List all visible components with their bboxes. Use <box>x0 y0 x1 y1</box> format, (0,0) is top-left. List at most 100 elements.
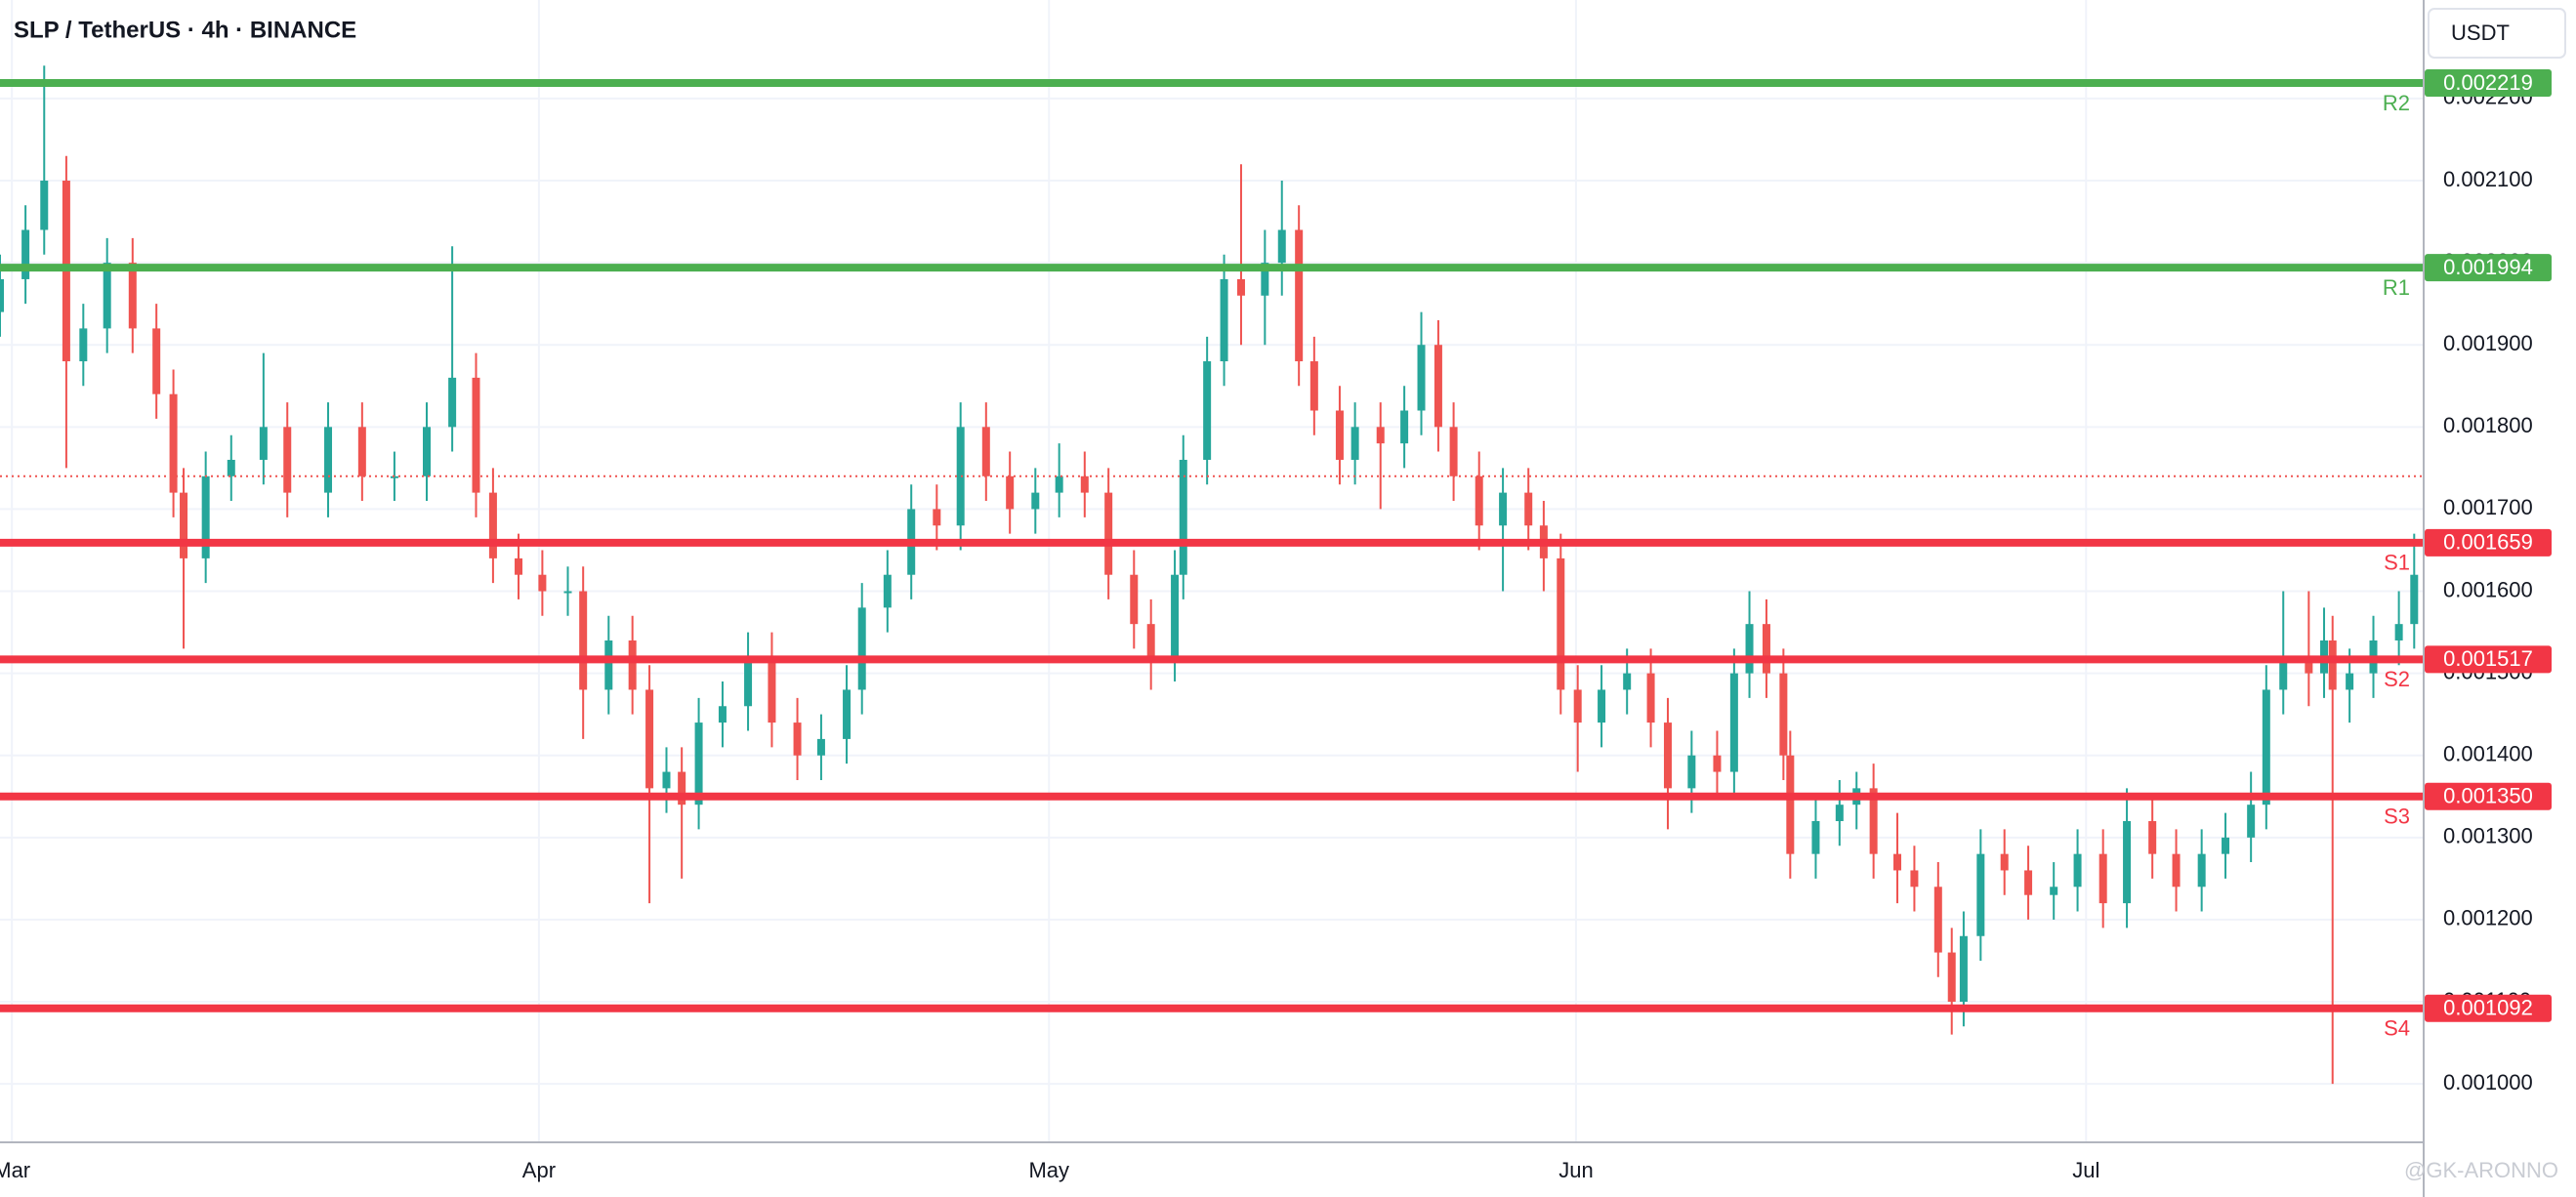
candle-body <box>1146 624 1155 657</box>
candle-body <box>2197 853 2206 887</box>
level-value-label: 0.001517 <box>2443 646 2533 671</box>
candle-body <box>357 427 366 476</box>
candle-body <box>1573 689 1582 723</box>
level-badge <box>2425 528 2552 557</box>
candle-body <box>1623 673 1632 690</box>
candle-body <box>472 377 480 493</box>
candle-body <box>1869 788 1878 854</box>
candle-body <box>1350 427 1359 460</box>
candle-body <box>2262 689 2270 805</box>
candle-body <box>324 427 333 493</box>
level-name: R2 <box>2383 91 2410 115</box>
x-tick-label: Apr <box>522 1158 556 1182</box>
candle-body <box>1475 475 1483 526</box>
candle-body <box>1959 935 1968 1003</box>
candle-body <box>843 689 852 739</box>
candle-body <box>2346 673 2354 690</box>
candle-body <box>423 427 432 476</box>
level-value-label: 0.001994 <box>2443 255 2533 279</box>
candle-body <box>448 377 457 428</box>
candle-body <box>1236 278 1245 296</box>
level-badge <box>2425 782 2552 810</box>
candle-body <box>1203 361 1212 460</box>
y-tick-label: 0.001700 <box>2443 495 2533 519</box>
candle-body <box>816 738 825 756</box>
y-tick-label: 0.001800 <box>2443 413 2533 437</box>
candle-body <box>1786 755 1795 854</box>
level-value-label: 0.001659 <box>2443 530 2533 555</box>
candle-body <box>768 656 776 723</box>
y-tick-label: 0.001000 <box>2443 1070 2533 1094</box>
candle-body <box>1835 805 1844 822</box>
candle-body <box>1729 673 1738 772</box>
level-name: S2 <box>2384 667 2410 691</box>
candle-body <box>1055 475 1063 493</box>
candle-body <box>628 640 637 690</box>
x-tick-label: Mar <box>0 1158 30 1182</box>
level-value-label: 0.001092 <box>2443 996 2533 1020</box>
y-tick-label: 0.001300 <box>2443 824 2533 848</box>
candle-body <box>645 689 654 789</box>
candle-body <box>1598 689 1606 723</box>
candle-body <box>1171 574 1180 657</box>
candle-body <box>0 278 4 312</box>
candle-body <box>128 263 137 329</box>
candle-body <box>515 557 523 575</box>
currency-button[interactable] <box>2428 8 2566 59</box>
candle-body <box>1130 574 1139 625</box>
x-tick-label: Jun <box>1558 1158 1593 1182</box>
candle-body <box>1006 475 1015 510</box>
x-tick-label: May <box>1028 1158 1069 1182</box>
candle-body <box>956 427 965 526</box>
candle-body <box>1417 345 1426 411</box>
candle-body <box>1745 624 1754 674</box>
candle-body <box>1335 410 1344 460</box>
candle-body <box>1433 345 1442 428</box>
candle-body <box>883 574 892 608</box>
candle-body <box>169 393 178 493</box>
candle-body <box>1557 557 1565 690</box>
candle-body <box>2098 853 2107 904</box>
candle-body <box>227 459 235 476</box>
candle-body <box>1779 673 1788 756</box>
candle-body <box>563 591 572 594</box>
level-name: S1 <box>2384 551 2410 575</box>
y-tick-label: 0.001900 <box>2443 331 2533 355</box>
candle-body <box>1933 887 1942 953</box>
candle-body <box>1261 263 1269 296</box>
candle-body <box>2073 853 2082 887</box>
candle-body <box>180 492 188 558</box>
level-name: S3 <box>2384 805 2410 829</box>
candle-body <box>718 706 727 723</box>
candle-body <box>2148 821 2157 854</box>
level-value-label: 0.002219 <box>2443 70 2533 95</box>
candle-body <box>283 427 292 493</box>
candle-body <box>1080 475 1089 493</box>
candle-body <box>2247 805 2256 838</box>
candle-body <box>1400 410 1409 444</box>
candle-body <box>1295 229 1304 362</box>
grid <box>0 0 2423 1141</box>
y-tick-label: 0.001200 <box>2443 906 2533 930</box>
candle-body <box>2172 853 2181 887</box>
candle-body <box>103 263 111 329</box>
candle-body <box>1893 853 1902 871</box>
candle-body <box>1220 278 1228 362</box>
candle-body <box>21 229 30 279</box>
candle-body <box>662 771 671 789</box>
candle-body <box>1524 492 1533 526</box>
y-tick-label: 0.001400 <box>2443 742 2533 766</box>
candle-body <box>538 574 547 592</box>
candle-body <box>1646 673 1655 723</box>
y-tick-label: 0.001600 <box>2443 577 2533 601</box>
candle-body <box>1309 361 1318 411</box>
candle-body <box>1687 755 1696 789</box>
candle-body <box>1104 492 1113 575</box>
candle-body <box>259 427 268 460</box>
currency-label[interactable]: USDT <box>2451 21 2510 45</box>
candle-body <box>488 492 497 558</box>
candle-body <box>79 328 88 362</box>
level-badge <box>2425 645 2552 674</box>
candle-body <box>2305 656 2313 674</box>
